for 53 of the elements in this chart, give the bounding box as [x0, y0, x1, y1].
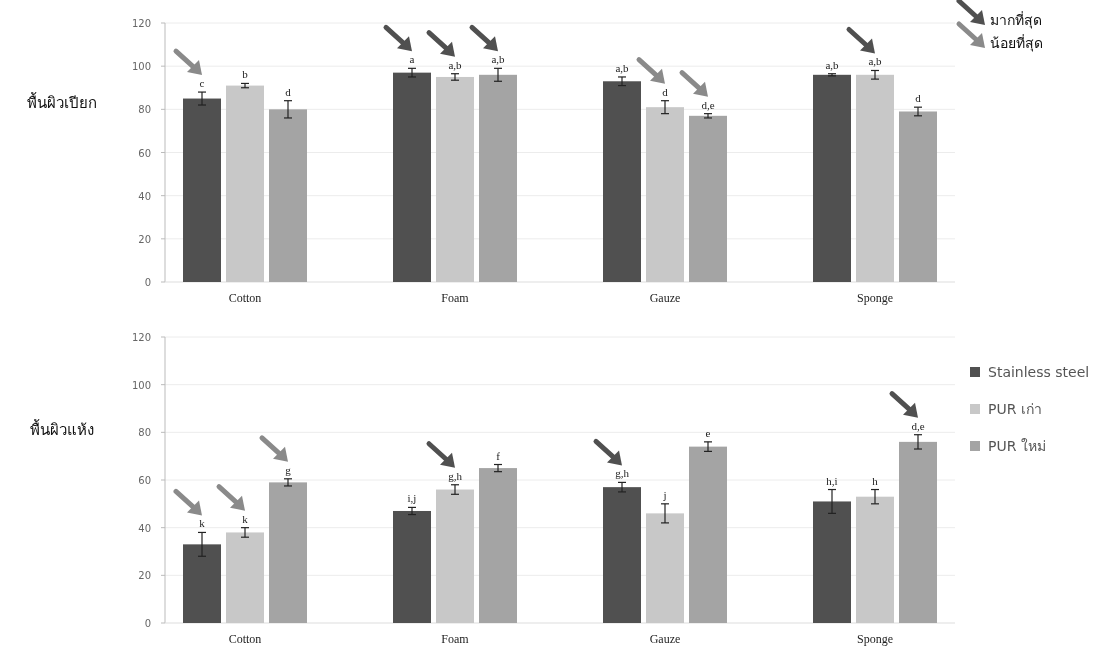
y-tick-label: 60	[138, 475, 151, 486]
y-tick-label: 80	[138, 104, 151, 116]
data-label: i,j	[407, 492, 417, 505]
x-tick-label: Sponge	[857, 632, 893, 646]
y-tick-label: 40	[138, 190, 151, 202]
y-tick-label: 60	[138, 147, 151, 159]
data-label: a,b	[615, 61, 630, 74]
y-tick-label: 0	[144, 618, 151, 629]
data-label: a,b	[491, 53, 506, 66]
data-label: g,h	[615, 467, 630, 480]
text: มากที่สุด	[990, 11, 1042, 29]
legend-label: PUR ใหม่	[988, 438, 1046, 454]
data-label: h,i	[826, 474, 838, 487]
y-tick-label: 120	[131, 332, 151, 343]
data-label: j	[662, 488, 667, 501]
data-label: k	[242, 512, 249, 525]
text: น้อยที่สุด	[990, 34, 1043, 52]
data-label: e	[705, 426, 711, 439]
data-label: g,h	[448, 469, 463, 482]
data-label: d	[915, 92, 922, 105]
y-tick-label: 0	[144, 277, 151, 288]
data-label: a	[409, 53, 415, 66]
y-tick-label: 20	[138, 233, 151, 245]
y-axis-title: พื้นผิวแห้ง	[30, 419, 94, 439]
x-tick-label: Gauze	[649, 291, 681, 305]
x-tick-label: Sponge	[857, 291, 893, 305]
y-axis-title: พื้นผิวเปียก	[27, 91, 97, 112]
x-tick-label: Foam	[441, 291, 470, 305]
y-tick-label: 100	[131, 61, 151, 73]
y-tick-label: 100	[131, 379, 151, 391]
x-tick-label: Gauze	[649, 632, 681, 646]
data-label: k	[199, 517, 206, 530]
legend-label: PUR เก่า	[988, 401, 1042, 417]
data-label: f	[496, 449, 501, 462]
data-label: a,b	[448, 58, 463, 71]
legend-label: Stainless steel	[988, 364, 1090, 380]
y-tick-label: 120	[131, 18, 151, 29]
y-tick-label: 80	[138, 427, 151, 439]
data-label: a,b	[825, 58, 840, 71]
data-label: d,e	[701, 98, 715, 111]
data-label: a,b	[868, 55, 883, 68]
data-label: h	[872, 474, 879, 487]
x-tick-label: Cotton	[228, 291, 262, 305]
x-tick-label: Foam	[441, 632, 470, 646]
data-label: d	[285, 85, 292, 98]
data-label: c	[199, 77, 205, 90]
data-label: d	[662, 85, 669, 98]
data-label: g	[285, 463, 292, 476]
data-label: b	[242, 68, 249, 81]
x-tick-label: Cotton	[228, 632, 262, 646]
y-tick-label: 40	[138, 522, 151, 534]
data-label: d,e	[911, 419, 925, 432]
y-tick-label: 20	[138, 570, 151, 582]
